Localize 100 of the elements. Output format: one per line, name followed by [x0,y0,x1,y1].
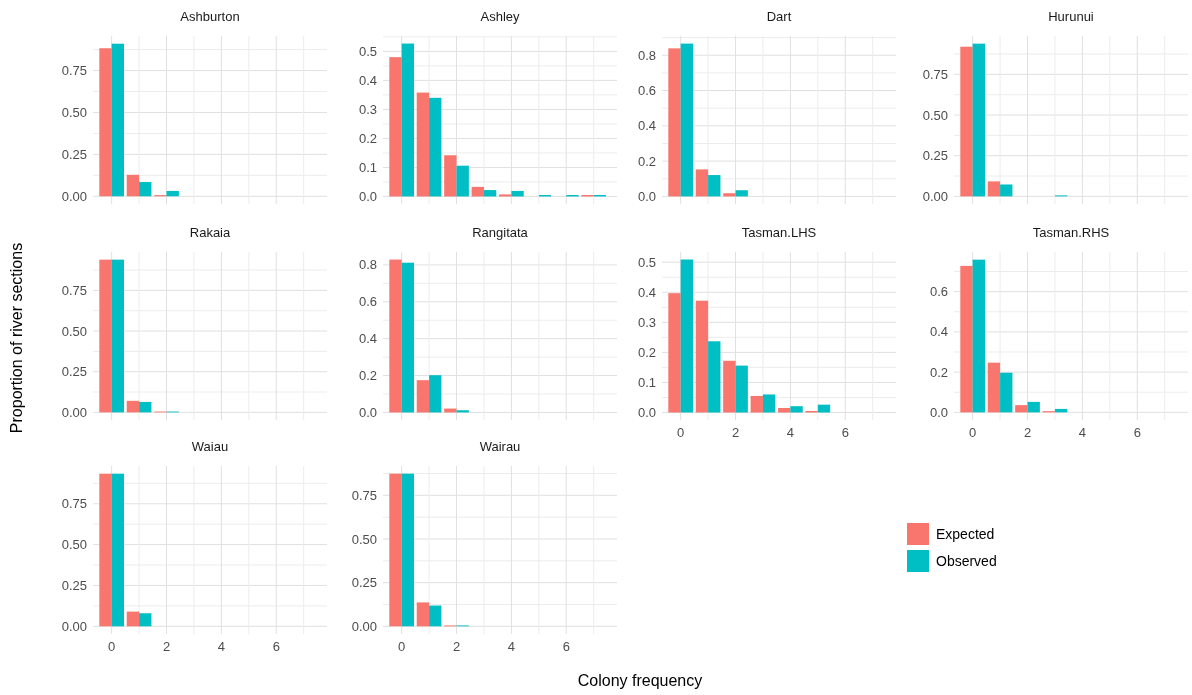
y-tick-label: 0.5 [358,43,377,59]
bar [723,193,736,197]
bar [139,182,152,197]
x-tick-label: 0 [398,639,406,654]
bar [111,259,124,413]
y-tick-label: 0.6 [358,294,377,310]
y-tick-label: 0.4 [358,72,377,88]
bar [456,165,469,197]
bar [401,473,414,627]
x-tick-label: 0 [677,425,685,440]
bar [987,181,1001,197]
bar [111,473,124,627]
y-tick-label: 0.6 [929,284,948,300]
bar [680,43,693,197]
y-tick-label: 0.75 [61,496,87,512]
y-tick-label: 0.4 [637,284,656,300]
bar [708,341,721,413]
bar [511,190,524,197]
x-tick-label: 6 [1133,425,1141,440]
y-tick-label: 0.2 [358,130,377,146]
x-tick-label: 2 [1023,425,1032,440]
y-tick-label: 0.8 [358,257,377,273]
y-tick-label: 0.1 [637,374,656,390]
x-tick-label: 4 [1078,425,1086,440]
x-tick-label: 6 [272,639,280,654]
y-tick-label: 0.1 [358,159,377,175]
y-tick-label: 0.25 [61,578,87,594]
bar [695,300,709,413]
bar [960,265,973,413]
y-tick-label: 0.0 [637,405,656,421]
x-tick-label: 6 [562,639,570,654]
bar [429,605,442,627]
y-tick-label: 0.50 [922,107,948,123]
y-tick-label: 0.25 [351,575,377,591]
legend-label: Expected [936,525,995,542]
bar [416,92,430,197]
y-tick-label: 0.4 [358,331,377,347]
bar [444,155,457,197]
y-tick-label: 0.2 [637,153,656,169]
x-tick-label: 6 [841,425,849,440]
bar [99,259,112,413]
bar [499,194,512,197]
bar [111,43,124,197]
x-tick-label: 2 [452,639,461,654]
y-tick-label: 0.50 [61,537,87,553]
chart-title: Waiau [191,439,229,454]
y-tick-label: 0.25 [61,146,87,162]
y-tick-label: 0.8 [637,47,656,63]
bar [126,400,140,413]
y-tick-label: 0.75 [61,282,87,298]
x-tick-label: 4 [217,639,225,654]
bar [668,48,681,197]
chart-title: Rangitata [472,225,529,240]
chart-title: Hurunui [1048,9,1094,24]
bar [750,395,763,413]
bar [735,190,748,197]
bar [790,406,803,413]
bar [126,174,140,197]
x-axis-title: Colony frequency [577,672,703,689]
bar [389,57,402,197]
bar [416,602,430,627]
y-tick-label: 0.0 [358,404,377,420]
bar [695,169,709,197]
x-tick-label: 4 [786,425,794,440]
y-tick-label: 0.0 [358,189,377,205]
y-tick-label: 0.6 [637,83,656,99]
bar [987,362,1001,413]
x-tick-label: 2 [731,425,740,440]
bar [668,293,681,413]
bar [735,365,748,413]
y-tick-label: 0.00 [61,404,87,420]
y-tick-label: 0.3 [358,101,377,117]
y-tick-label: 0.2 [637,344,656,360]
y-tick-label: 0.4 [929,324,948,340]
bar [708,175,721,197]
bar [416,380,430,413]
bar [471,186,484,197]
bar [429,97,442,197]
y-tick-label: 0.25 [922,148,948,164]
y-tick-label: 0.50 [61,323,87,339]
bar [1015,405,1028,413]
y-tick-label: 0.00 [351,618,377,634]
chart-title: Dart [766,9,792,24]
bar [1027,401,1040,413]
bar [99,473,112,627]
bar [972,259,985,413]
y-tick-label: 0.50 [351,531,377,547]
bar [401,43,414,197]
y-tick-label: 0.0 [637,188,656,204]
chart-title: Ashburton [180,9,240,24]
y-tick-label: 0.2 [358,368,377,384]
chart-title: Rakaia [189,225,231,240]
chart-title: Ashley [480,9,520,24]
bar [972,43,985,197]
bar [139,613,152,627]
y-tick-label: 0.2 [929,364,948,380]
y-tick-label: 0.5 [637,254,656,270]
y-tick-label: 0.00 [61,188,87,204]
bar [401,262,414,413]
legend-label: Observed [936,552,997,569]
